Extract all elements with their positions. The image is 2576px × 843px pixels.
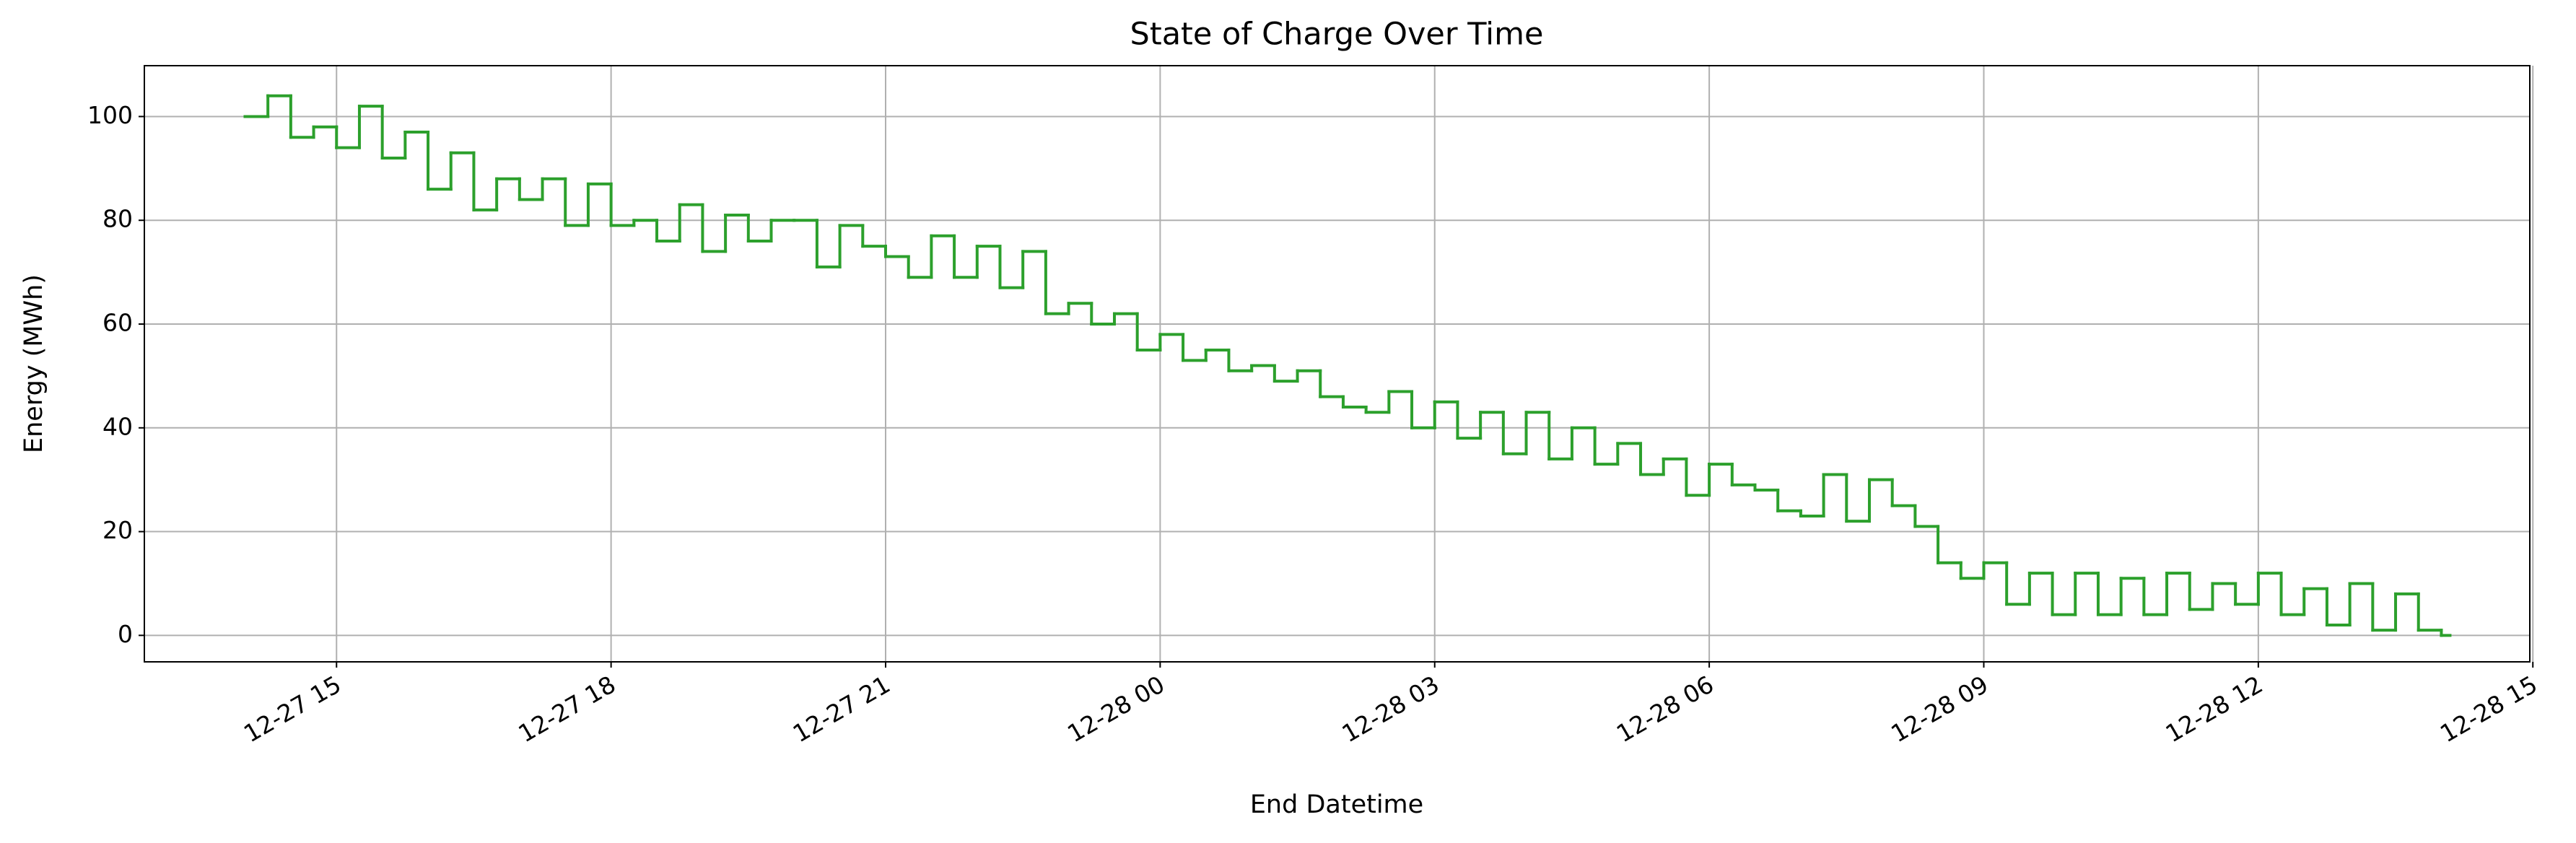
x-tick-label: 12-28 12 xyxy=(2161,670,2268,748)
x-tick-label: 12-28 09 xyxy=(1886,670,1993,748)
x-tick-label: 12-27 21 xyxy=(788,670,895,748)
x-tick-label: 12-28 03 xyxy=(1337,670,1444,748)
y-tick-label: 80 xyxy=(102,205,133,233)
plot-frame xyxy=(144,65,2531,663)
y-tick-label: 0 xyxy=(118,620,133,648)
chart-title: State of Charge Over Time xyxy=(1130,17,1544,53)
x-axis-label: End Datetime xyxy=(1250,790,1423,819)
y-tick-label: 100 xyxy=(87,101,133,129)
series-line xyxy=(243,94,2452,637)
x-tick-label: 12-28 06 xyxy=(1612,670,1719,748)
x-tick-label: 12-28 00 xyxy=(1062,670,1169,748)
x-tick-label: 12-27 15 xyxy=(239,670,346,748)
y-tick-label: 40 xyxy=(102,412,133,440)
y-axis-label: Energy (MWh) xyxy=(19,274,48,453)
x-tick-label: 12-27 18 xyxy=(513,670,620,748)
y-tick-label: 60 xyxy=(102,309,133,337)
y-tick-label: 20 xyxy=(102,516,133,544)
x-tick-label: 12-28 15 xyxy=(2435,670,2542,748)
